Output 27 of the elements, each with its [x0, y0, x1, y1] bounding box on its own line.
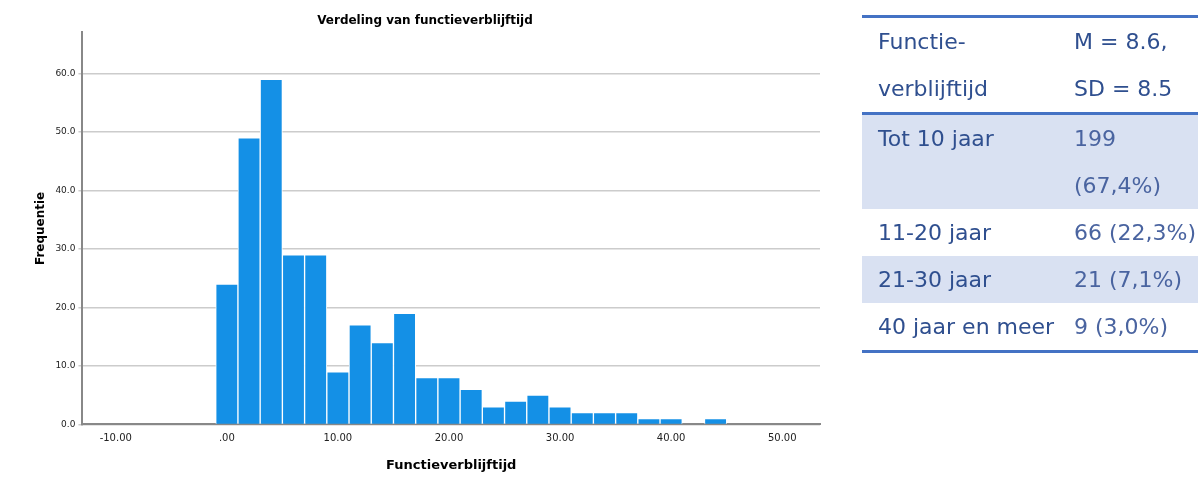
x-axis-title: Functieverblijftijd — [386, 456, 517, 472]
text: Functie-verblijftijd — [862, 18, 1058, 114]
x-tick-label: 20.00 — [434, 431, 464, 443]
y-tick-label: 60.0 — [55, 67, 76, 78]
text: 21 (7,1%) — [1058, 256, 1198, 303]
x-tick-label: 10.00 — [323, 431, 353, 443]
y-tick-label: 50.0 — [55, 126, 76, 137]
text: 66 (22,3%) — [1073, 219, 1198, 247]
text: 9 (3,0%) — [1073, 313, 1170, 341]
chart-title: Verdeling van functieverblijftijd — [317, 13, 533, 28]
text: 40 jaar en meer — [877, 313, 1056, 341]
x-tick-label: 40.00 — [656, 431, 686, 443]
text: 21-30 jaar — [862, 256, 1058, 303]
y-tick-label: 30.0 — [55, 243, 76, 254]
x-tick-label: 30.00 — [545, 431, 575, 443]
text: 11-20 jaar — [877, 219, 993, 247]
text: Tot 10 jaar — [862, 113, 1058, 209]
y-tick-label: 20.0 — [55, 301, 76, 312]
y-axis-title: Frequentie — [33, 191, 48, 266]
y-tick-label: 10.0 — [55, 360, 76, 371]
y-tick-label: 0.0 — [61, 418, 76, 429]
x-tick-label: 50.00 — [767, 431, 797, 443]
x-tick-label: -10.00 — [99, 431, 132, 443]
x-tick-label: .00 — [218, 431, 235, 443]
y-tick-label: 40.0 — [55, 184, 76, 195]
text: M = 8.6, SD = 8.5 — [1058, 18, 1198, 114]
text: 199 (67,4%) — [1058, 113, 1198, 209]
